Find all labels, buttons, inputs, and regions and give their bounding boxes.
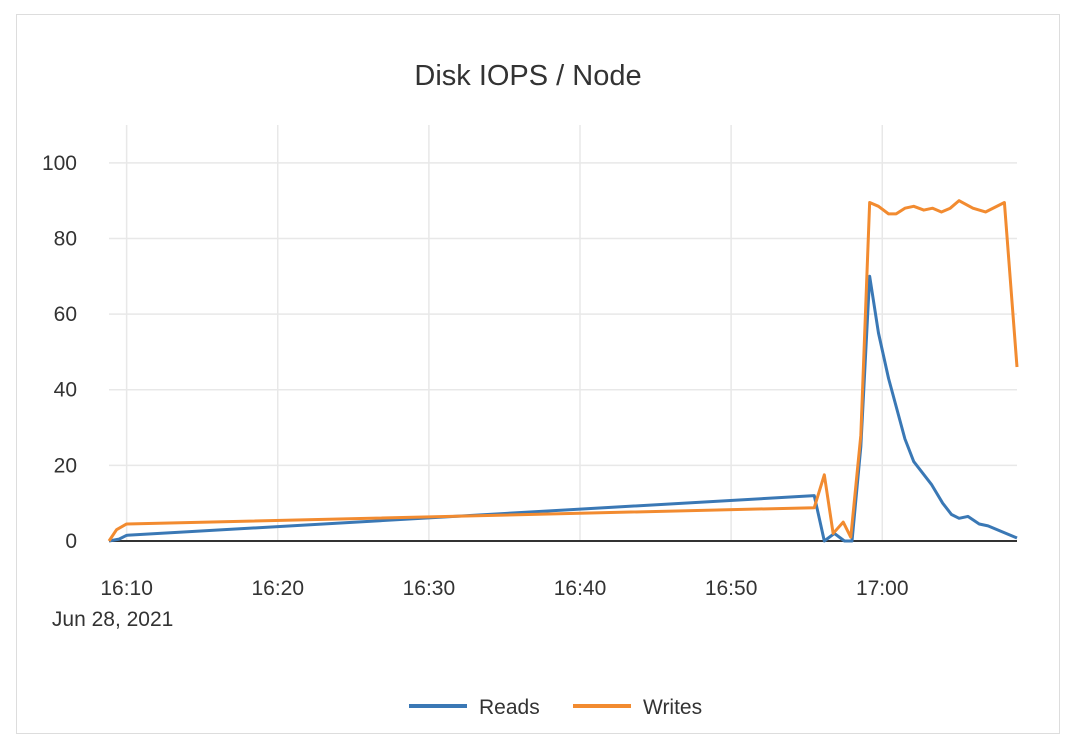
x-tick-label: 16:20 — [251, 577, 304, 600]
legend-label: Reads — [479, 696, 540, 719]
legend-label: Writes — [643, 696, 702, 719]
x-tick-sublabel: Jun 28, 2021 — [52, 608, 173, 631]
series-line-reads — [108, 274, 1018, 543]
y-tick-label: 0 — [65, 530, 77, 553]
y-tick-label: 100 — [42, 152, 77, 175]
chart-card: Disk IOPS / Node 0 20 40 60 80 100 16:10 Jun 28… — [16, 14, 1060, 734]
y-tick-label: 40 — [54, 379, 77, 402]
x-tick-label: 17:00 — [856, 577, 909, 600]
y-tick-label: 60 — [54, 303, 77, 326]
line-chart: Disk IOPS / Node 0 20 40 60 80 100 16:10 Jun 28… — [42, 60, 1019, 719]
y-tick-label: 80 — [54, 227, 77, 250]
series-line-writes — [107, 199, 1019, 542]
x-tick-label: 16:40 — [554, 577, 607, 600]
y-tick-label: 20 — [54, 454, 77, 477]
x-tick-label: 16:30 — [403, 577, 456, 600]
x-tick-label: 16:10 — [100, 577, 153, 600]
x-tick-label: 16:50 — [705, 577, 758, 600]
chart-title: Disk IOPS / Node — [414, 60, 641, 92]
